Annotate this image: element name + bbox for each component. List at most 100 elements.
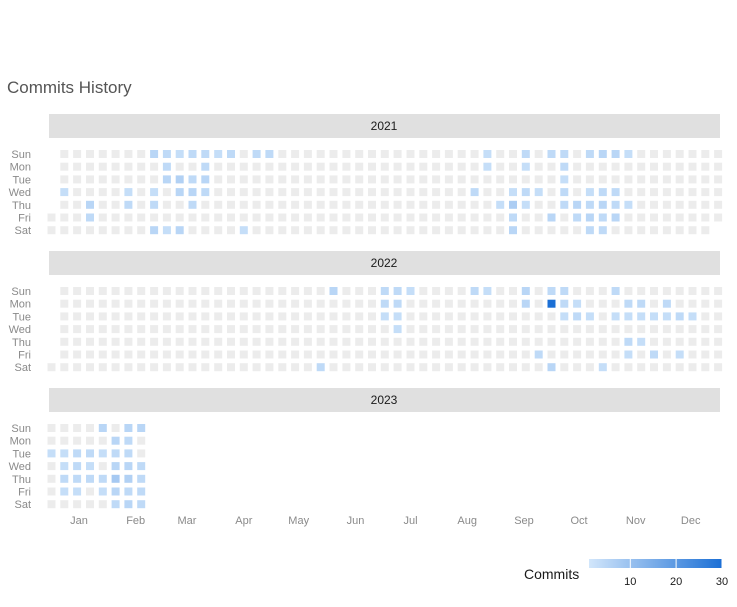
day-cell (470, 337, 479, 346)
day-cell (162, 363, 171, 372)
day-cell (47, 226, 56, 235)
day-cell (303, 287, 312, 295)
day-cell (521, 213, 530, 222)
day-cell (60, 325, 69, 334)
day-cell (470, 162, 479, 171)
day-cell (150, 312, 159, 321)
day-cell (662, 325, 671, 334)
day-cell (611, 162, 620, 171)
day-cell (355, 150, 364, 158)
day-cell (227, 200, 235, 209)
day-cell (201, 213, 210, 222)
day-cell (73, 287, 82, 295)
day-cell (701, 162, 710, 171)
day-label-sun: Sun (11, 149, 31, 161)
day-cell (355, 325, 364, 334)
day-cell (137, 350, 146, 359)
day-cell (214, 175, 223, 184)
month-axis: Jan Feb Mar Apr May Jun Jul Aug Sep Oct Nov Dec (70, 515, 701, 527)
day-cell (419, 213, 428, 222)
day-cell (60, 188, 69, 197)
day-cell (470, 363, 479, 372)
day-cell (675, 312, 684, 321)
day-cell (303, 325, 312, 334)
day-cell (201, 200, 210, 209)
day-cell (303, 150, 312, 158)
day-cell (265, 226, 274, 235)
day-cell (329, 337, 338, 346)
day-cell (432, 287, 441, 295)
day-cell (111, 474, 120, 483)
day-cell (560, 150, 569, 158)
day-cell (137, 325, 146, 334)
day-cell (624, 213, 633, 222)
day-cell (444, 325, 453, 334)
panel-strip (49, 251, 720, 275)
day-cell (342, 287, 351, 295)
day-cell (496, 226, 505, 235)
day-cell (714, 213, 723, 222)
day-cell (688, 213, 697, 222)
day-cell (624, 363, 633, 372)
day-cell (329, 162, 338, 171)
day-cell (560, 325, 569, 334)
day-cell (124, 436, 133, 445)
day-cell (714, 337, 723, 346)
day-cell (111, 150, 120, 158)
day-cell (98, 325, 107, 334)
day-cell (86, 213, 94, 222)
day-cell (342, 363, 351, 372)
day-cell (432, 363, 441, 372)
day-cell (316, 312, 325, 321)
day-cell (521, 162, 530, 171)
day-cell (573, 200, 582, 209)
day-cell (150, 299, 159, 308)
day-cell (316, 162, 325, 171)
day-cell (329, 150, 338, 158)
day-cell (175, 162, 184, 171)
day-cell (111, 287, 120, 295)
day-cell (150, 188, 159, 197)
day-cell (73, 350, 82, 359)
day-cell (547, 363, 556, 372)
day-cell (303, 188, 312, 197)
day-cell (111, 175, 120, 184)
day-cell (278, 299, 287, 308)
day-cell (98, 424, 107, 432)
day-cell (509, 213, 517, 222)
day-cell (611, 188, 620, 197)
day-cell (585, 337, 594, 346)
day-cell (380, 363, 389, 372)
legend-tick-label: 10 (624, 576, 636, 588)
day-cell (201, 162, 210, 171)
day-cell (329, 175, 338, 184)
day-cell (521, 363, 530, 372)
day-cell (111, 337, 120, 346)
day-cell (252, 299, 261, 308)
month-label-jun: Jun (347, 515, 365, 527)
day-cell (496, 200, 505, 209)
day-label-thu: Thu (12, 337, 31, 349)
day-cell (444, 213, 453, 222)
day-cell (98, 436, 107, 445)
day-cell (483, 363, 492, 372)
day-cell (239, 350, 248, 359)
day-cell (560, 287, 569, 295)
day-cell (637, 363, 646, 372)
day-cell (60, 162, 69, 171)
day-cell (701, 175, 710, 184)
day-cell (406, 337, 415, 346)
day-cell (509, 337, 517, 346)
day-cell (252, 213, 261, 222)
day-cell (162, 350, 171, 359)
day-cell (393, 162, 402, 171)
day-cell (188, 350, 197, 359)
day-cell (688, 312, 697, 321)
day-cell (98, 350, 107, 359)
day-cell (560, 162, 569, 171)
day-cell (162, 226, 171, 235)
day-cell (419, 363, 428, 372)
day-cell (483, 312, 492, 321)
day-cell (175, 350, 184, 359)
